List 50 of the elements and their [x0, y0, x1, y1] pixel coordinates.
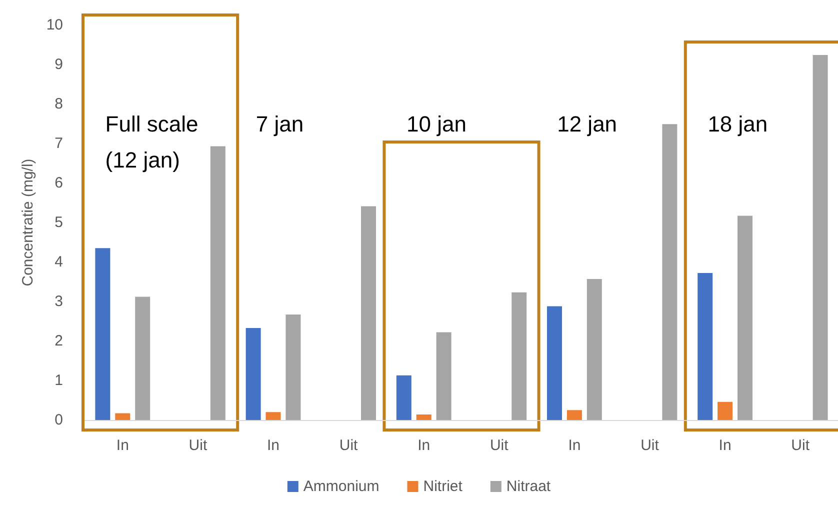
x-tick-label: Uit: [791, 437, 810, 454]
legend-label: Nitraat: [506, 478, 552, 495]
y-tick-label: 6: [54, 174, 63, 192]
x-tick-label: Uit: [339, 437, 359, 454]
x-tick-label: In: [718, 437, 732, 454]
x-tick-label: In: [266, 437, 280, 454]
bar: [416, 414, 432, 420]
y-tick-label: 5: [54, 214, 63, 231]
bar: [115, 413, 130, 420]
bar: [361, 206, 376, 420]
bar: [812, 55, 828, 420]
bar: [436, 332, 452, 420]
bar: [396, 375, 412, 420]
y-tick-label: 2: [54, 332, 63, 350]
bar: [512, 292, 527, 420]
x-tick-label: In: [568, 437, 581, 454]
bar: [698, 273, 713, 420]
y-tick-label: 8: [54, 96, 63, 112]
bar: [95, 248, 110, 420]
legend-label: Nitriet: [423, 478, 464, 495]
annotation: 12 jan: [557, 112, 618, 136]
y-tick-label: 1: [54, 372, 63, 389]
x-tick-label: Uit: [640, 437, 660, 454]
y-tick-label: 10: [46, 16, 63, 34]
annotation: 7 jan: [256, 112, 304, 136]
y-tick-label: 4: [54, 254, 63, 270]
x-tick-label: In: [418, 437, 430, 454]
bar: [718, 402, 733, 420]
bar: [566, 410, 582, 420]
bar: [738, 216, 752, 420]
y-tick-label: 0: [54, 412, 63, 428]
x-tick-label: Uit: [490, 437, 510, 454]
bar: [586, 278, 602, 420]
bar: [547, 306, 562, 420]
y-axis-title: Concentratie (mg/l): [19, 158, 36, 286]
x-tick-label: Uit: [188, 437, 208, 454]
legend-label: Ammonium: [303, 478, 380, 495]
bar: [662, 124, 678, 420]
annotation: 18 jan: [708, 112, 768, 136]
annotation: 10 jan: [406, 112, 466, 136]
bar: [210, 146, 226, 420]
bar: [286, 314, 301, 420]
bar: [266, 412, 281, 420]
annotation: Full scale (12 jan): [105, 112, 198, 172]
y-tick-label: 7: [54, 135, 63, 152]
y-tick-label: 3: [54, 293, 63, 310]
bar: [135, 296, 150, 420]
x-tick-label: In: [116, 437, 129, 454]
bar: [246, 328, 261, 420]
y-tick-label: 9: [54, 56, 63, 73]
